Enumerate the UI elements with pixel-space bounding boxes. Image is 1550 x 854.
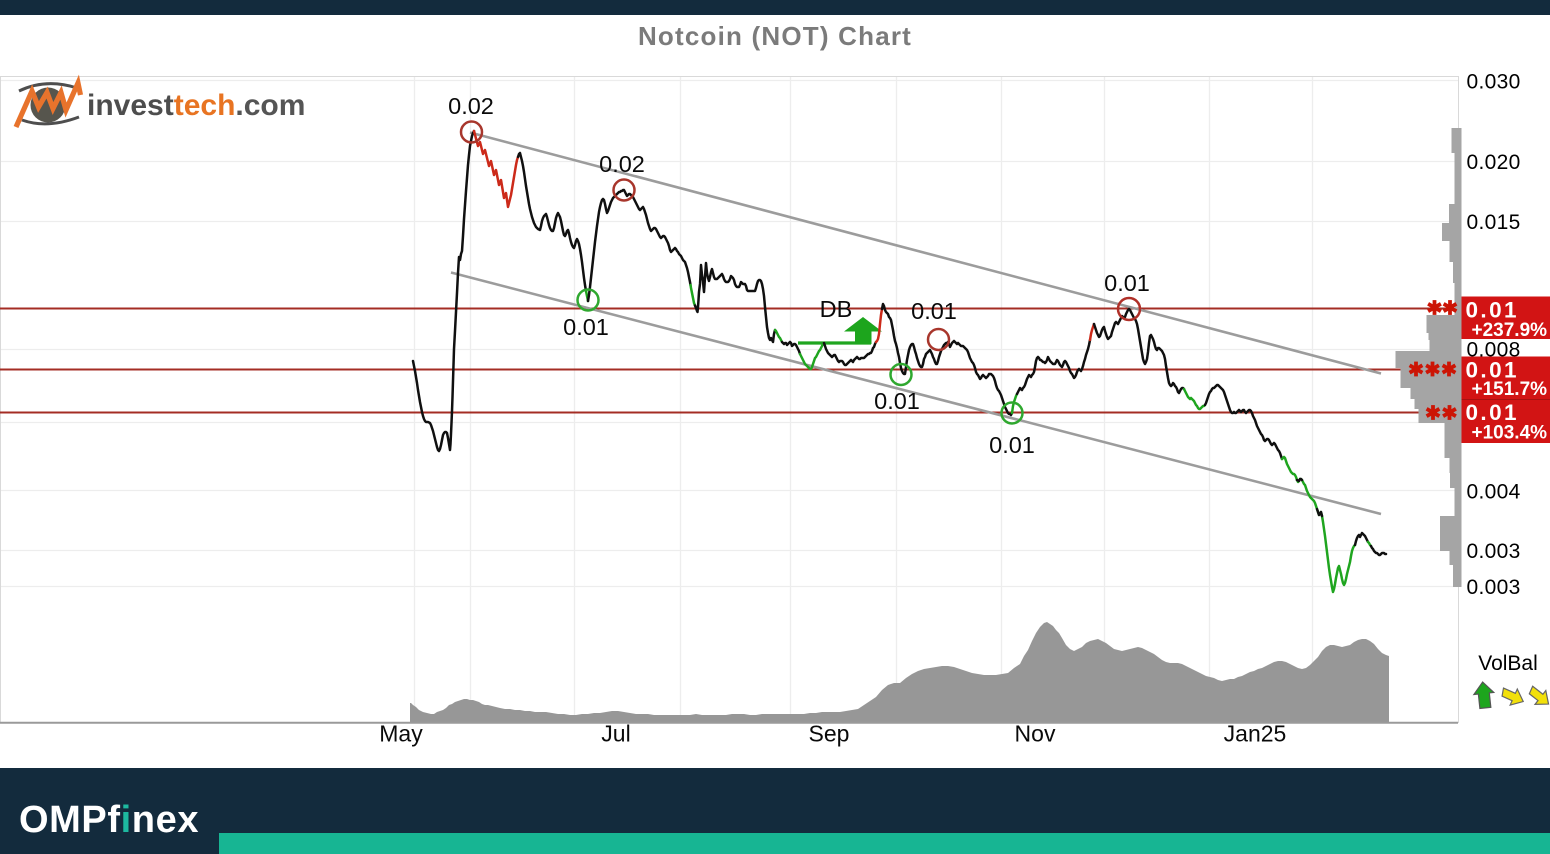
svg-text:0.003: 0.003 (1467, 576, 1521, 599)
svg-text:0.01: 0.01 (874, 388, 920, 414)
svg-text:0.01: 0.01 (989, 432, 1035, 458)
svg-text:Notcoin (NOT) Chart: Notcoin (NOT) Chart (638, 21, 912, 51)
svg-text:0.02: 0.02 (448, 93, 494, 119)
svg-text:May: May (379, 721, 423, 747)
svg-text:0.01: 0.01 (911, 298, 957, 324)
svg-text:0.01: 0.01 (1104, 270, 1150, 296)
svg-text:0.01: 0.01 (1466, 400, 1519, 425)
svg-text:OMPfinex: OMPfinex (19, 799, 199, 841)
svg-text:Jan25: Jan25 (1224, 721, 1287, 747)
svg-text:0.008: 0.008 (1467, 339, 1521, 362)
svg-text:+237.9%: +237.9% (1472, 320, 1548, 341)
svg-text:Nov: Nov (1015, 721, 1056, 747)
svg-text:0.02: 0.02 (599, 151, 645, 177)
svg-text:0.015: 0.015 (1467, 211, 1521, 234)
svg-text:Jul: Jul (601, 721, 630, 747)
svg-text:0.01: 0.01 (1466, 358, 1519, 383)
svg-text:Sep: Sep (809, 721, 850, 747)
svg-text:0.003: 0.003 (1467, 540, 1521, 563)
svg-text:0.004: 0.004 (1467, 481, 1521, 504)
svg-text:DB: DB (820, 296, 853, 322)
svg-text:+151.7%: +151.7% (1472, 379, 1548, 400)
svg-text:+103.4%: +103.4% (1472, 423, 1548, 444)
svg-text:VolBal: VolBal (1478, 652, 1538, 675)
svg-text:0.030: 0.030 (1467, 71, 1521, 94)
svg-text:investtech.com: investtech.com (87, 89, 305, 122)
svg-text:0.01: 0.01 (1466, 298, 1519, 323)
svg-text:0.01: 0.01 (563, 314, 609, 340)
svg-text:0.020: 0.020 (1467, 151, 1521, 174)
